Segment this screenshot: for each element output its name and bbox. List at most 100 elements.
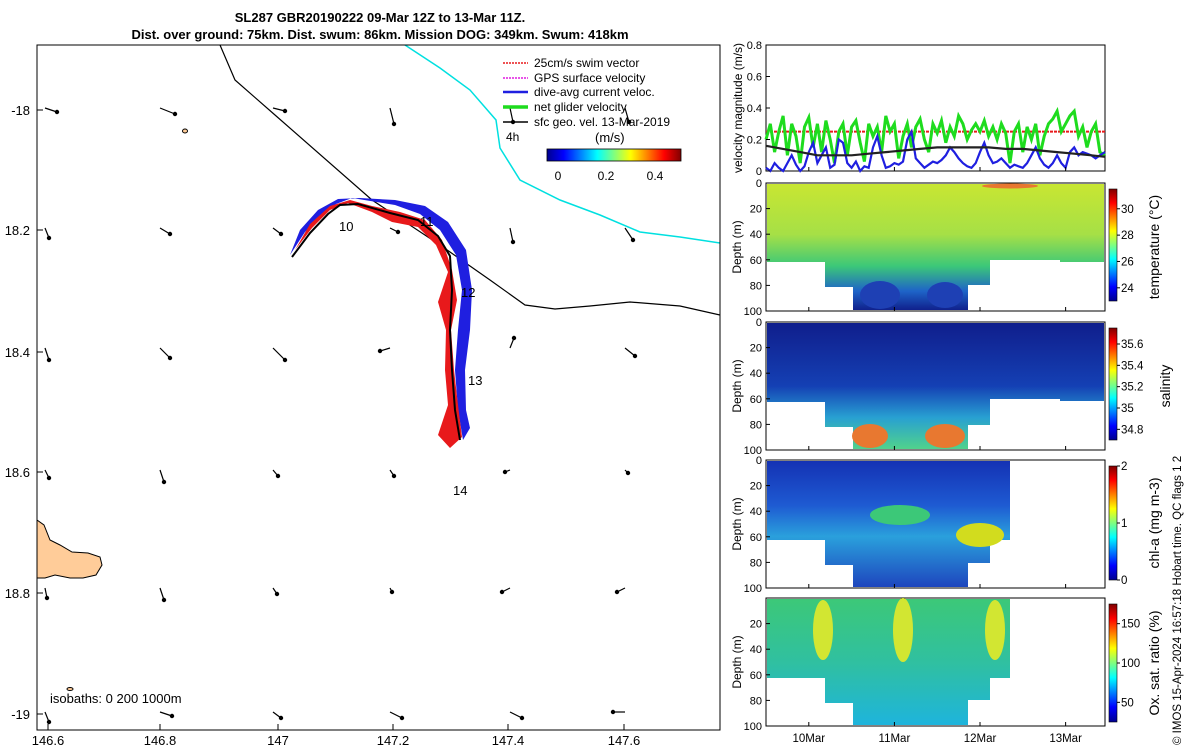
geo-arrow-head: [625, 470, 631, 476]
depth-axis-label: Depth (m): [730, 220, 744, 273]
velocity-y-tick-label: 0.2: [747, 135, 762, 147]
time-tick-label: 11Mar: [879, 733, 911, 745]
depth-tick-label: 80: [750, 557, 762, 569]
temperature-colorbar: [1108, 188, 1118, 302]
depth-tick-label: 80: [750, 419, 762, 431]
velocity-y-tick-label: 0.4: [747, 103, 762, 115]
chlorophyll-colorbar: [1108, 465, 1118, 581]
map-y-tick-label: -18: [11, 103, 30, 118]
geo-arrow-head: [630, 237, 636, 243]
temperature-field: [767, 184, 1104, 310]
high-salinity-core: [925, 424, 965, 448]
colorbar-tick-label: 35.4: [1121, 360, 1144, 372]
depth-tick-label: 100: [744, 721, 762, 733]
geo-arrow-head: [499, 589, 505, 595]
depth-tick-label: 0: [756, 317, 762, 329]
isobaths-label: isobaths: 0 200 1000m: [50, 691, 182, 706]
geo-arrow-head: [274, 591, 280, 597]
colorbar-tick-label: 24: [1121, 283, 1134, 295]
colorbar-tick-label: 35: [1121, 403, 1134, 415]
colorbar-unit-label: (m/s): [595, 130, 625, 145]
geo-arrow-head: [626, 119, 632, 125]
legend-label: net glider velocity: [534, 100, 627, 114]
geo-arrow: [389, 711, 403, 719]
depth-axis-label: Depth (m): [730, 359, 744, 412]
chlorophyll-colorbar-label: chl-a (mg m-3): [1146, 477, 1162, 568]
map-y-axis: -18 18.2 18.4 18.6 18.8 -19: [5, 103, 43, 722]
salinity-field: [767, 323, 1104, 449]
map-y-tick-label: 18.2: [5, 223, 30, 238]
colorbar-tick-label: 30: [1121, 204, 1134, 216]
swim-vector-band: [295, 200, 462, 448]
geo-arrow-head: [167, 355, 173, 361]
time-tick-label: 13Mar: [1049, 733, 1082, 745]
depth-axis-label: Depth (m): [730, 497, 744, 550]
depth-tick-label: 60: [750, 394, 762, 406]
depth-tick-label: 40: [750, 229, 762, 241]
colorbar-tick-label: 2: [1121, 461, 1127, 473]
time-tick-label: 10Mar: [792, 733, 825, 745]
geo-arrow-head: [395, 229, 401, 235]
geo-arrow-head: [511, 335, 517, 341]
map-y-tick-label: 18.8: [5, 586, 30, 601]
colorbar-tick-label: 34.8: [1121, 424, 1143, 436]
figure-title-line1: SL287 GBR20190222 09-Mar 12Z to 13-Mar 1…: [234, 10, 526, 25]
day-label: 13: [468, 373, 482, 388]
isobath-1000m: [404, 45, 720, 244]
isobath-200m: [219, 45, 720, 316]
temperature-panel: temperature (°C): [765, 182, 1162, 312]
day-label: 11: [420, 214, 434, 229]
geo-arrow-head: [278, 231, 284, 237]
day-label: 10: [339, 219, 353, 234]
depth-tick-label: 60: [750, 670, 762, 682]
salinity-colorbar-label: salinity: [1157, 365, 1173, 408]
velocity-series-line: [765, 128, 1106, 173]
geo-arrow-head: [46, 719, 52, 725]
map-x-tick-label: 146.8: [144, 733, 177, 748]
depth-tick-label: 40: [750, 368, 762, 380]
oxygen-colorbar: [1108, 603, 1118, 723]
speed-colorbar: [546, 148, 682, 162]
velocity-y-axis: 0 0.2 0.4 0.6 0.8: [747, 40, 770, 178]
geo-arrow-head: [510, 239, 516, 245]
map-x-tick-label: 146.6: [32, 733, 65, 748]
oxygen-panel: Ox. sat. ratio (%): [765, 597, 1162, 727]
depth-tick-label: 60: [750, 255, 762, 267]
legend-label: dive-avg current veloc.: [534, 85, 655, 99]
dive-avg-current-band: [290, 198, 472, 440]
colorbar-tick-label: 26: [1121, 256, 1134, 268]
cool-intrusion: [927, 282, 963, 308]
legend-label: 25cm/s swim vector: [534, 56, 639, 70]
day-label: 12: [461, 285, 475, 300]
geo-arrow: [389, 107, 395, 125]
depth-tick-label: 80: [750, 280, 762, 292]
salinity-colorbar: [1108, 327, 1118, 441]
geo-arrow: [509, 227, 514, 243]
geo-arrow-head: [172, 111, 178, 117]
geo-arrow-head: [161, 479, 167, 485]
geo-arrow: [624, 107, 630, 123]
geo-arrow-head: [632, 353, 638, 359]
geo-arrow-head: [391, 473, 397, 479]
depth-tick-label: 20: [750, 619, 762, 631]
colorbar-tick-label: 28: [1121, 230, 1134, 242]
geo-arrow-head: [54, 109, 60, 115]
map-x-axis: 146.6 146.8 147 147.2 147.4 147.6: [32, 724, 641, 748]
geo-arrow-head: [614, 589, 620, 595]
map-y-tick-label: -19: [11, 707, 30, 722]
oxygen-high-patch: [893, 598, 913, 662]
map-x-tick-label: 147.6: [608, 733, 641, 748]
geo-arrow-head: [519, 715, 525, 721]
geostrophic-velocity-arrows: [44, 107, 638, 725]
geo-arrow-head: [275, 473, 281, 479]
map-x-tick-label: 147: [267, 733, 289, 748]
oxygen-high-patch: [813, 600, 833, 660]
cool-intrusion: [860, 281, 900, 309]
figure-title-line2: Dist. over ground: 75km. Dist. swum: 86k…: [131, 27, 629, 42]
geo-arrow-head: [169, 713, 175, 719]
geo-arrow-head: [161, 597, 167, 603]
geo-arrow-head: [399, 715, 405, 721]
geo-arrow-head: [46, 235, 52, 241]
colorbar-tick-label: 35.2: [1121, 382, 1143, 394]
map-frame: [36, 44, 721, 731]
